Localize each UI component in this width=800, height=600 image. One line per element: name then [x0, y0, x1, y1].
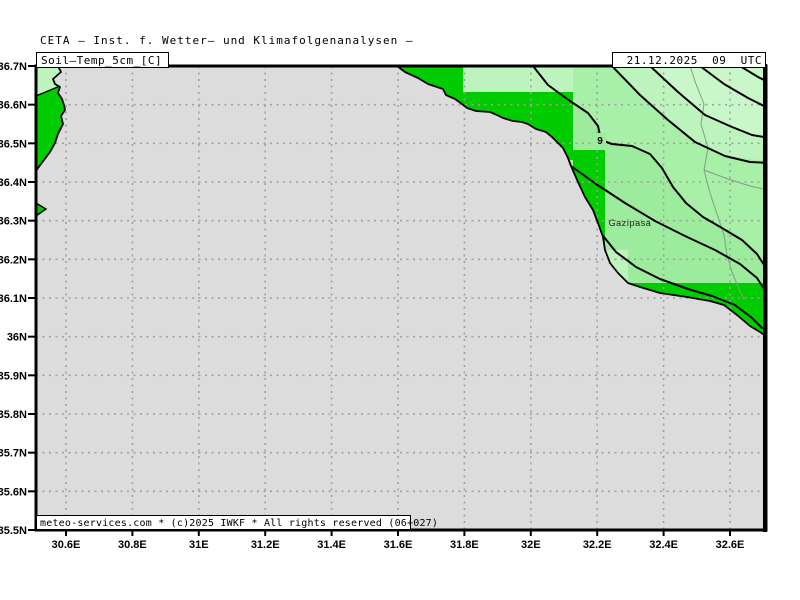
plot-title: Soil–Temp_5cm_[C] [41, 54, 162, 67]
copyright-text: meteo-services.com * (c)2025 IWKF * All … [40, 518, 438, 529]
lon-label: 30.6E [52, 539, 81, 551]
river-line [689, 66, 745, 301]
temp-band-deep [463, 66, 766, 336]
lat-label: 36.2N [0, 254, 27, 266]
lat-label: 36.5N [0, 138, 27, 150]
datetime-box: 21.12.2025 09 UTC [612, 52, 766, 68]
lon-label: 31.6E [384, 539, 413, 551]
lat-label: 36N [7, 332, 27, 344]
header-text: CETA – Inst. f. Wetter– und Klimafolgena… [40, 34, 414, 47]
lon-label: 31.4E [317, 539, 346, 551]
copyright-box: meteo-services.com * (c)2025 IWKF * All … [36, 515, 438, 530]
lon-label: 31.8E [450, 539, 479, 551]
coastline [396, 65, 767, 337]
lon-label: 32.6E [716, 539, 745, 551]
lat-label: 35.5N [0, 525, 27, 537]
temp-cell-light [463, 66, 573, 92]
contour-label-9: 9 [595, 133, 606, 147]
west-shore [36, 66, 66, 217]
lon-label: 32.4E [649, 539, 678, 551]
lat-label: 36.7N [0, 61, 27, 73]
lon-label: 31.2E [251, 539, 280, 551]
lat-label: 35.8N [0, 409, 27, 421]
lon-label: 32.2E [583, 539, 612, 551]
lat-label: 36.6N [0, 100, 27, 112]
lon-label: 30.8E [118, 539, 147, 551]
lat-label: 35.7N [0, 448, 27, 460]
lat-label: 35.9N [0, 370, 27, 382]
graticule [36, 66, 766, 530]
lat-label: 36.4N [0, 177, 27, 189]
temp-band-lightest [650, 66, 766, 139]
place-label-gazipasa: Gazipasa [609, 218, 652, 228]
svg-text:9: 9 [597, 136, 603, 147]
lon-label: 32E [521, 539, 541, 551]
lat-label: 36.3N [0, 216, 27, 228]
lat-label: 36.1N [0, 293, 27, 305]
title-box: Soil–Temp_5cm_[C] [36, 52, 169, 68]
lat-label: 35.6N [0, 486, 27, 498]
lon-label: 31E [189, 539, 209, 551]
contour-lines [532, 66, 766, 329]
datetime-stamp: 21.12.2025 09 UTC [627, 54, 762, 67]
lon-axis: 30.6E 30.8E 31E 31.2E 31.4E 31.6E 31.8E 32E 32.2… [52, 530, 745, 551]
lat-axis: 36.7N 36.6N 36.5N 36.4N 36.3N 36.2N 36.1N 36N 35… [0, 61, 35, 537]
